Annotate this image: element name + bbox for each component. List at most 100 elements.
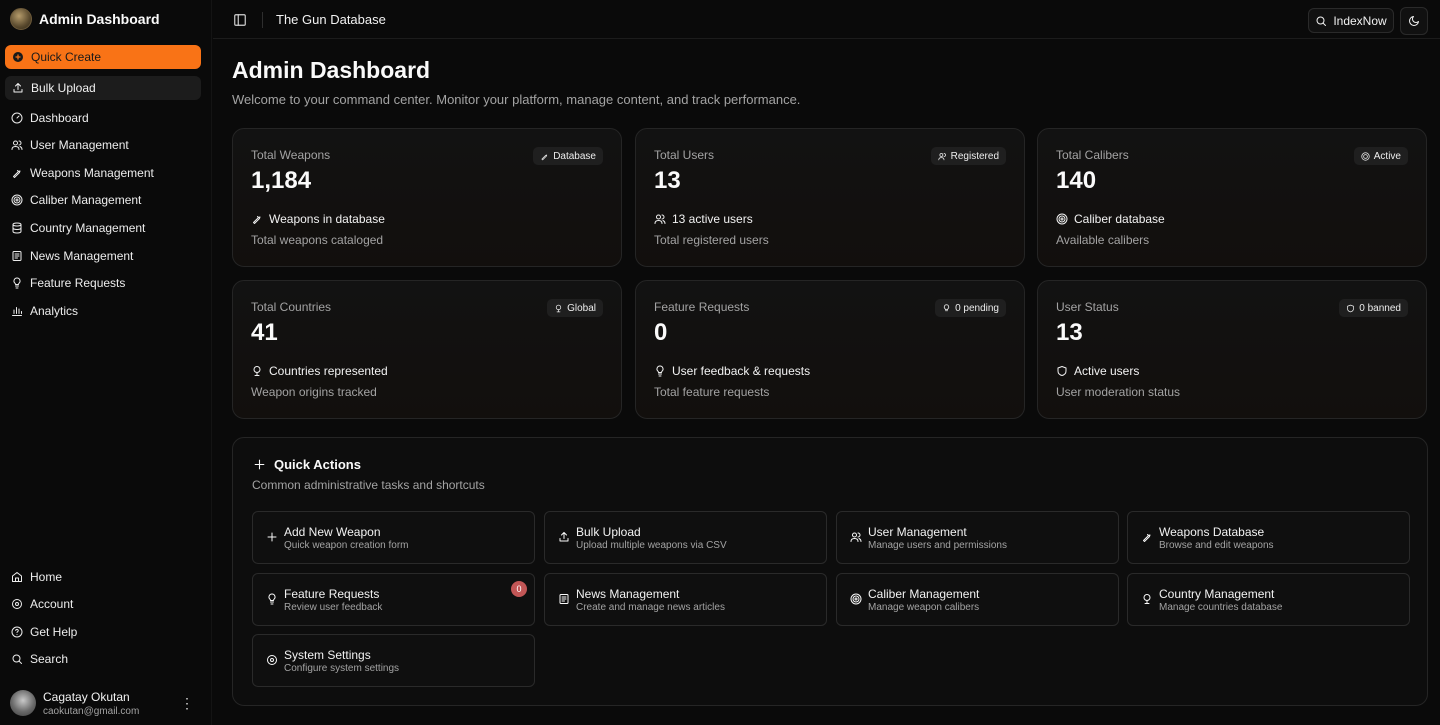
card-description-text: Active users	[1074, 364, 1140, 378]
stat-card-total-calibers: Total Calibers 140 Active Caliber databa…	[1037, 128, 1427, 267]
user-management-action-button[interactable]: User Management Manage users and permiss…	[836, 511, 1119, 564]
sidebar-item-caliber-management[interactable]: Caliber Management	[11, 191, 141, 209]
sidebar-item-get-help[interactable]: Get Help	[11, 623, 77, 641]
card-description-text: 13 active users	[672, 212, 753, 226]
stat-card-user-status: User Status 13 0 banned Active users Use…	[1037, 280, 1427, 419]
action-description: Manage weapon calibers	[868, 602, 980, 613]
action-description: Review user feedback	[284, 602, 383, 613]
plus-icon	[254, 459, 265, 470]
bullet-icon	[253, 216, 261, 224]
news-management-action-button[interactable]: News Management Create and manage news a…	[544, 573, 827, 626]
shield-icon	[1057, 366, 1067, 376]
card-description: Countries represented	[251, 364, 388, 378]
target-icon	[850, 593, 862, 605]
quick-actions-title: Quick Actions	[253, 457, 361, 472]
bullet-icon	[541, 154, 548, 160]
plus-icon	[267, 532, 277, 542]
upload-icon	[13, 83, 23, 93]
card-description: Caliber database	[1056, 212, 1165, 226]
sidebar-item-label: Analytics	[30, 304, 79, 318]
indexnow-label: IndexNow	[1333, 13, 1387, 28]
brand[interactable]: Admin Dashboard	[10, 8, 160, 30]
card-value: 0	[654, 319, 668, 346]
sidebar-item-search[interactable]: Search	[11, 650, 68, 668]
badge-label: Database	[553, 150, 596, 162]
sidebar-item-user-management[interactable]: User Management	[11, 136, 129, 154]
stat-card-feature-requests: Feature Requests 0 0 pending User feedba…	[635, 280, 1025, 419]
sidebar-item-home[interactable]: Home	[11, 568, 62, 586]
card-description: Active users	[1056, 364, 1139, 378]
action-label: Weapons Database	[1159, 525, 1265, 539]
card-value: 1,184	[251, 167, 312, 194]
sidebar-toggle-icon[interactable]	[233, 13, 247, 27]
action-description: Manage users and permissions	[868, 540, 1007, 551]
card-label: Total Users	[654, 148, 715, 162]
card-footnote: Available calibers	[1056, 233, 1150, 247]
sidebar: Admin Dashboard Quick Create Bulk Upload…	[0, 0, 212, 725]
header-title: The Gun Database	[276, 12, 386, 27]
add-new-weapon-button[interactable]: Add New Weapon Quick weapon creation for…	[252, 511, 535, 564]
gauge-icon	[11, 112, 23, 124]
sidebar-item-dashboard[interactable]: Dashboard	[11, 109, 89, 127]
sidebar-item-label: Country Management	[30, 221, 146, 235]
action-label: News Management	[576, 587, 680, 601]
card-footnote: Total weapons cataloged	[251, 233, 384, 247]
sidebar-item-label: Account	[30, 597, 74, 611]
card-label: User Status	[1056, 300, 1119, 314]
sidebar-item-weapons-management[interactable]: Weapons Management	[11, 164, 154, 182]
quick-actions-panel: Quick Actions Common administrative task…	[232, 437, 1428, 706]
action-description: Create and manage news articles	[576, 602, 725, 613]
count-badge: 0	[511, 581, 527, 597]
target-icon	[11, 194, 23, 206]
theme-toggle-button[interactable]	[1400, 7, 1428, 35]
country-management-action-button[interactable]: Country Management Manage countries data…	[1127, 573, 1410, 626]
card-value: 140	[1056, 167, 1097, 194]
upload-icon	[559, 532, 569, 542]
sidebar-item-label: News Management	[30, 249, 134, 263]
action-label: Bulk Upload	[576, 525, 641, 539]
sidebar-item-label: Caliber Management	[30, 193, 142, 207]
action-description: Configure system settings	[284, 663, 400, 674]
database-icon	[12, 222, 22, 234]
target-icon	[1361, 151, 1370, 161]
status-badge: 0 banned	[1339, 299, 1408, 317]
card-description: Weapons in database	[251, 212, 385, 226]
globe-pin-icon	[253, 366, 261, 376]
card-footnote: Weapon origins tracked	[251, 385, 377, 399]
user-menu[interactable]: Cagatay Okutan caokutan@gmail.com ⋮	[10, 688, 202, 718]
sidebar-item-news-management[interactable]: News Management	[11, 247, 133, 265]
avatar	[10, 690, 36, 716]
action-label: System Settings	[284, 648, 371, 662]
caliber-management-action-button[interactable]: Caliber Management Manage weapon caliber…	[836, 573, 1119, 626]
quick-create-button[interactable]: Quick Create	[5, 45, 201, 69]
indexnow-button[interactable]: IndexNow	[1308, 8, 1394, 33]
newspaper-icon	[12, 251, 22, 261]
system-settings-action-button[interactable]: System Settings Configure system setting…	[252, 634, 535, 687]
page-title: Admin Dashboard	[232, 57, 431, 83]
feature-requests-action-button[interactable]: Feature Requests Review user feedback 0	[252, 573, 535, 626]
card-value: 13	[654, 167, 681, 194]
badge-label: Active	[1373, 150, 1401, 162]
card-value: 41	[251, 319, 278, 346]
users-icon	[850, 532, 862, 542]
status-badge: Active	[1353, 147, 1408, 165]
bulk-upload-button[interactable]: Bulk Upload	[5, 76, 201, 100]
action-description: Quick weapon creation form	[284, 540, 409, 551]
lightbulb-icon	[268, 593, 276, 605]
sidebar-item-label: Home	[30, 570, 63, 584]
sidebar-item-country-management[interactable]: Country Management	[11, 219, 145, 237]
sidebar-item-feature-requests[interactable]: Feature Requests	[11, 274, 125, 292]
newspaper-icon	[559, 594, 569, 604]
sidebar-item-account[interactable]: Account	[11, 595, 73, 613]
search-icon	[12, 654, 22, 664]
sidebar-item-analytics[interactable]: Analytics	[11, 302, 78, 320]
more-vertical-icon[interactable]: ⋮	[180, 695, 194, 711]
user-email: caokutan@gmail.com	[43, 705, 140, 717]
bulk-upload-action-button[interactable]: Bulk Upload Upload multiple weapons via …	[544, 511, 827, 564]
weapons-database-action-button[interactable]: Weapons Database Browse and edit weapons	[1127, 511, 1410, 564]
users-icon	[654, 214, 666, 224]
page-subtitle: Welcome to your command center. Monitor …	[232, 92, 801, 107]
status-badge: 0 pending	[935, 299, 1006, 317]
card-label: Feature Requests	[654, 300, 750, 314]
brand-logo	[10, 8, 32, 30]
